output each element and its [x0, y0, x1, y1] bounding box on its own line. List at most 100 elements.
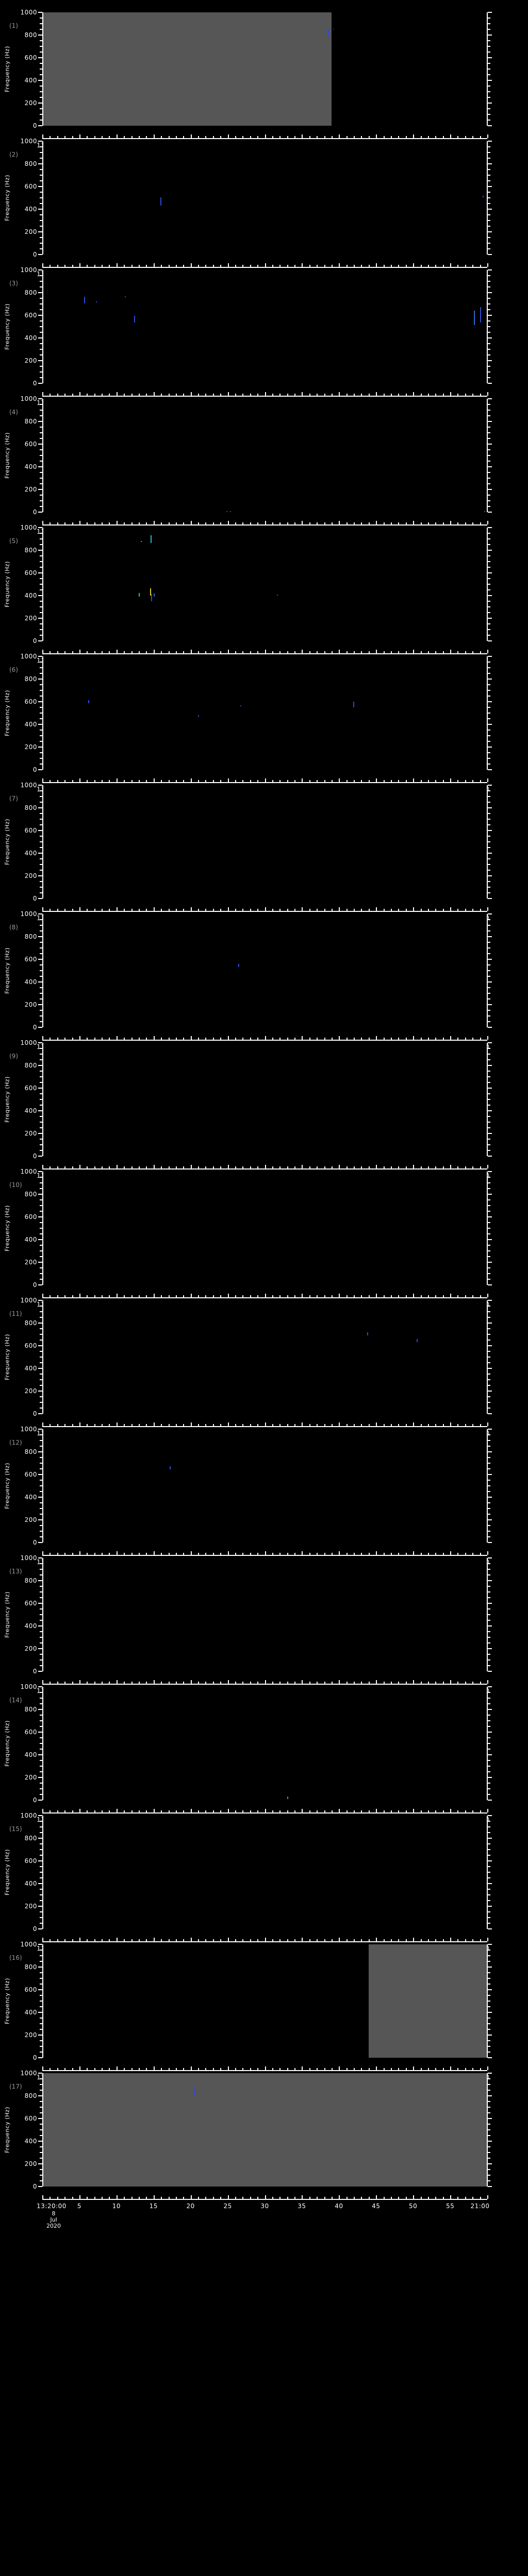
y-tick-label: 800 — [24, 1448, 37, 1455]
y-tick-minor-right — [488, 1586, 490, 1587]
y-tick-minor-right — [488, 1059, 490, 1060]
x-tick-major — [42, 263, 43, 267]
y-tick-minor — [40, 1340, 42, 1341]
y-tick-minor — [40, 1205, 42, 1206]
x-tick-minor — [205, 394, 207, 396]
x-tick-minor — [198, 136, 200, 138]
x-tick-minor — [242, 1038, 244, 1040]
x-tick-minor — [72, 136, 73, 138]
y-tick-major — [38, 2118, 42, 2119]
x-tick-minor — [235, 1166, 236, 1168]
y-tick-major — [38, 1497, 42, 1498]
x-tick-minor — [212, 1295, 214, 1297]
y-tick-major-right — [488, 1239, 492, 1240]
y-tick-label: 200 — [24, 1903, 37, 1910]
x-tick-minor — [57, 265, 58, 267]
x-tick-major — [302, 392, 303, 396]
x-tick-minor — [420, 1939, 422, 1941]
y-tick-minor — [40, 343, 42, 344]
y-tick-minor — [40, 2129, 42, 2130]
y-tick-label: 400 — [24, 978, 37, 986]
x-tick-minor — [168, 2197, 170, 2199]
x-tick-minor — [175, 265, 177, 267]
panel-index-label: (5) — [9, 537, 18, 545]
x-tick-minor — [317, 1295, 318, 1297]
y-tick-label: 800 — [24, 160, 37, 167]
x-tick-minor — [161, 522, 162, 524]
x-tick-minor — [212, 651, 214, 653]
y-tick-major — [38, 1671, 42, 1672]
x-tick-minor — [250, 651, 251, 653]
x-tick-minor — [317, 1038, 318, 1040]
x-tick-minor — [87, 1682, 88, 1684]
x-tick-minor — [391, 780, 392, 782]
x-tick-minor — [383, 2068, 385, 2070]
y-tick-minor-right — [488, 1054, 490, 1055]
x-tick-minor — [161, 1810, 162, 1812]
y-tick-major-right — [488, 830, 492, 831]
x-tick-minor — [250, 394, 251, 396]
y-tick-major-right — [488, 80, 492, 81]
x-tick-minor — [324, 1939, 325, 1941]
y-axis-title: Frequency (Hz) — [4, 303, 11, 350]
detection-mark — [124, 296, 126, 297]
x-tick-minor — [427, 1166, 429, 1168]
y-axis-title: Frequency (Hz) — [4, 819, 11, 865]
y-tick-minor — [40, 286, 42, 287]
x-tick-major — [450, 1036, 452, 1040]
x-tick-major — [265, 1165, 266, 1168]
spectrogram-panel: (8)Frequency (Hz)0200400600800100013:11:… — [0, 902, 528, 1070]
y-tick-major — [38, 769, 42, 770]
x-tick-minor — [361, 2197, 362, 2199]
y-tick-major-right — [488, 337, 492, 338]
y-tick-major — [38, 383, 42, 384]
x-tick-major — [116, 1680, 118, 1684]
x-tick-minor — [161, 265, 162, 267]
x-tick-minor — [161, 1038, 162, 1040]
x-tick-major — [265, 392, 266, 396]
x-tick-major — [153, 650, 155, 653]
y-tick-minor — [40, 1950, 42, 1951]
x-tick-minor — [124, 651, 125, 653]
x-tick-minor — [64, 2197, 66, 2199]
y-tick-label: 400 — [24, 1622, 37, 1630]
y-tick-minor — [40, 2107, 42, 2108]
x-tick-minor — [279, 265, 281, 267]
y-tick-minor-right — [488, 275, 490, 276]
x-tick-major — [79, 650, 80, 653]
y-tick-minor-right — [488, 63, 490, 64]
x-tick-minor — [279, 1038, 281, 1040]
x-tick-minor — [294, 909, 296, 911]
y-tick-minor-right — [488, 2180, 490, 2181]
y-tick-minor — [40, 74, 42, 75]
x-tick-minor — [435, 1553, 437, 1555]
y-tick-minor-right — [488, 1531, 490, 1532]
x-tick-major — [413, 1809, 415, 1812]
x-tick-minor — [250, 2197, 251, 2199]
y-tick-minor-right — [488, 2006, 490, 2007]
x-tick-major — [116, 521, 118, 524]
y-tick-minor — [40, 1116, 42, 1117]
y-tick-label: 200 — [24, 1001, 37, 1008]
x-tick-major — [79, 1809, 80, 1812]
x-tick-minor — [146, 2068, 147, 2070]
x-tick-minor — [398, 1295, 400, 1297]
y-tick-label: 400 — [24, 2138, 37, 2145]
y-tick-minor-right — [488, 1071, 490, 1072]
y-tick-minor — [40, 824, 42, 825]
x-tick-minor — [324, 2068, 325, 2070]
y-tick-minor-right — [488, 1794, 490, 1795]
y-tick-label: 200 — [24, 1774, 37, 1781]
x-tick-major — [227, 2066, 229, 2070]
x-tick-minor — [57, 651, 58, 653]
y-tick-major-right — [488, 125, 492, 126]
y-tick-minor — [40, 881, 42, 882]
x-tick-minor — [124, 522, 125, 524]
y-tick-major — [38, 830, 42, 831]
y-tick-label: 600 — [24, 698, 37, 705]
y-tick-minor-right — [488, 993, 490, 994]
x-tick-minor — [317, 2068, 318, 2070]
y-tick-label: 200 — [24, 743, 37, 751]
x-tick-minor — [294, 1553, 296, 1555]
x-tick-minor — [212, 1038, 214, 1040]
